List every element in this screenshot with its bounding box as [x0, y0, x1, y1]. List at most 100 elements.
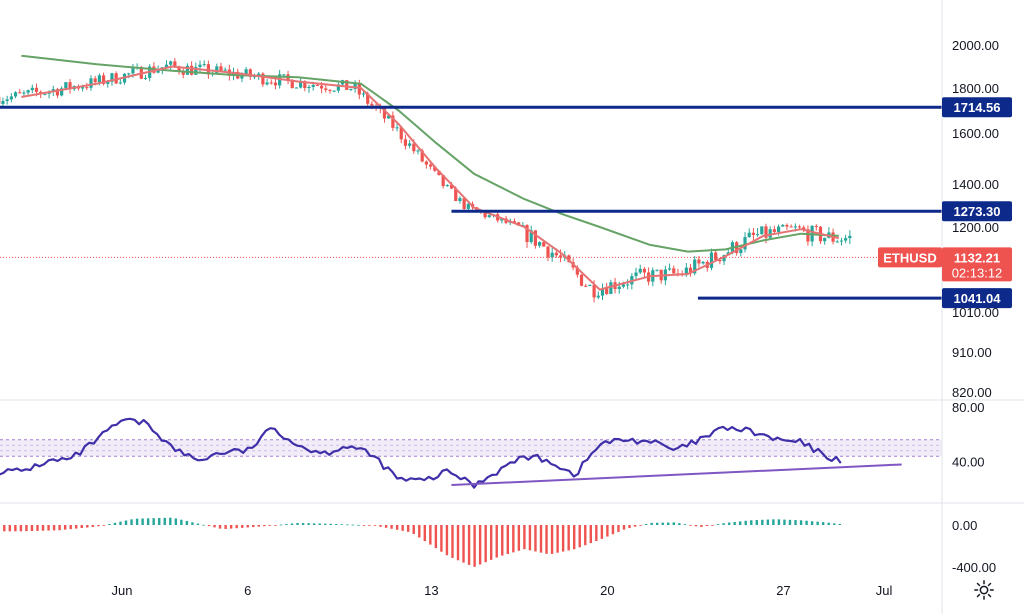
- macd-bar: [705, 525, 709, 527]
- macd-bar: [821, 522, 825, 525]
- macd-bar: [401, 525, 404, 531]
- candle-body: [366, 93, 370, 104]
- candle-body: [655, 269, 659, 271]
- rsi-pane[interactable]: [0, 417, 942, 489]
- candle-body: [265, 82, 269, 85]
- macd-bar: [523, 525, 526, 550]
- candle-body: [596, 295, 600, 298]
- macd-bar: [644, 523, 648, 525]
- macd-bar: [296, 522, 299, 525]
- macd-bar: [628, 525, 631, 529]
- candle-body: [793, 226, 797, 228]
- macd-bar: [761, 519, 764, 525]
- macd-bar: [456, 525, 460, 561]
- macd-bar: [744, 520, 747, 525]
- time-tick-label: 20: [600, 583, 614, 598]
- macd-bar: [285, 524, 288, 525]
- price-pane[interactable]: [0, 54, 942, 303]
- macd-bar: [91, 525, 95, 527]
- macd-bar: [41, 525, 45, 531]
- candle-body: [533, 230, 538, 246]
- macd-bar: [301, 523, 305, 525]
- macd-bar: [163, 517, 166, 525]
- price-tick-label: 820.00: [952, 385, 992, 400]
- candle-body: [768, 229, 772, 238]
- candle-body: [261, 73, 265, 85]
- macd-bar: [490, 525, 493, 560]
- macd-bar: [506, 525, 510, 555]
- candle-body: [626, 284, 630, 286]
- macd-bar: [368, 525, 371, 526]
- candle-body: [558, 255, 563, 258]
- rsi-band: [0, 439, 942, 457]
- candle-body: [231, 71, 236, 76]
- macd-bar: [611, 525, 615, 535]
- candle-body: [18, 92, 22, 94]
- macd-bar: [838, 523, 841, 525]
- symbol-tag-bg: [878, 247, 942, 268]
- macd-bar: [218, 525, 222, 529]
- price-tick-label: 1010.00: [952, 305, 999, 320]
- macd-bar: [578, 525, 581, 548]
- candle-body: [361, 93, 366, 95]
- candle-body: [118, 82, 122, 84]
- candle-body: [315, 84, 319, 86]
- macd-bar: [36, 525, 39, 531]
- macd-bar: [733, 521, 736, 525]
- candle-body: [814, 225, 818, 227]
- candle-body: [701, 261, 705, 264]
- candle-body: [81, 87, 85, 89]
- candle-body: [177, 66, 181, 72]
- candle-body: [357, 83, 361, 95]
- level-tag-bg: [942, 201, 1012, 222]
- candle-body: [240, 74, 244, 79]
- candle-body: [428, 164, 433, 167]
- candle-body: [403, 139, 408, 146]
- macd-bar: [633, 525, 637, 527]
- candle-body: [60, 88, 64, 96]
- candles: [0, 58, 852, 303]
- candle-body: [542, 242, 546, 247]
- candle-body: [714, 252, 718, 260]
- macd-bar: [274, 525, 277, 526]
- candle-body: [1, 101, 5, 104]
- candle-body: [638, 268, 642, 273]
- candle-body: [26, 90, 30, 93]
- price-tick-label: 910.00: [952, 345, 992, 360]
- macd-tick-label: -400.00: [952, 560, 996, 575]
- macd-bar: [567, 525, 570, 551]
- macd-bar: [113, 522, 117, 525]
- macd-bar: [307, 523, 310, 525]
- macd-bar: [467, 525, 471, 565]
- candle-body: [529, 230, 533, 243]
- macd-bar: [617, 525, 620, 532]
- chart-settings-button[interactable]: [968, 574, 1000, 606]
- candle-body: [387, 115, 391, 119]
- macd-bar: [572, 525, 576, 550]
- candle-body: [600, 288, 605, 296]
- candle-body: [408, 143, 412, 146]
- rsi-trendline[interactable]: [451, 463, 902, 487]
- time-tick-label: Jul: [876, 583, 893, 598]
- candle-body: [55, 89, 60, 96]
- macd-bar: [606, 525, 609, 537]
- macd-bar: [738, 521, 742, 525]
- macd-bar: [440, 525, 443, 552]
- candle-body: [445, 184, 449, 187]
- macd-pane[interactable]: [0, 517, 841, 567]
- macd-bar: [716, 524, 720, 525]
- candle-body: [806, 229, 810, 242]
- level-tag-bg: [942, 288, 1012, 309]
- macd-bar: [141, 518, 144, 525]
- candle-body: [458, 198, 462, 202]
- current-price-value: 1132.21: [954, 250, 1000, 265]
- candle-body: [441, 175, 445, 187]
- macd-bar: [130, 519, 133, 525]
- candle-body: [282, 74, 286, 76]
- candle-body: [588, 285, 592, 287]
- macd-bar: [478, 525, 482, 565]
- price-tick-label: 1400.00: [952, 177, 999, 192]
- candle-body: [181, 71, 185, 75]
